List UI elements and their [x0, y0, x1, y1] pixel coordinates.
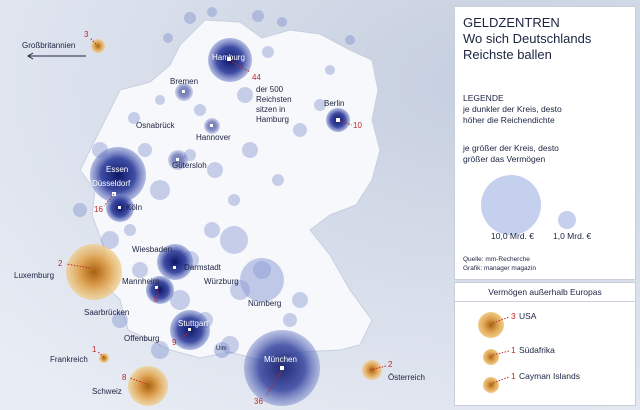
- frankreich-bubble: [99, 353, 109, 363]
- count-muenchen: 36: [254, 397, 263, 406]
- oesterreich-bubble: [362, 360, 382, 380]
- hamburg-note-2: Reichsten: [256, 95, 292, 104]
- city-osnabrueck: Osnabrück: [136, 121, 176, 130]
- abroad-heading: Vermögen außerhalb Europas: [455, 283, 635, 302]
- abroad-count-usa: 3: [511, 311, 516, 321]
- arrow-left-icon: [27, 52, 86, 60]
- city-wuerzburg: Würzburg: [204, 277, 239, 286]
- abroad-bubbles: [478, 312, 510, 393]
- city-darmstadt: Darmstadt: [184, 263, 222, 272]
- city-nuernberg: Nürnberg: [248, 299, 281, 308]
- hamburg-note-1: der 500: [256, 85, 284, 94]
- city-essen: Essen: [106, 165, 128, 174]
- foreign-schweiz: Schweiz: [92, 387, 122, 396]
- count-hamburg: 44: [252, 73, 261, 82]
- luxemburg-bubble: [66, 244, 122, 300]
- abroad-count-suedafrika: 1: [511, 345, 516, 355]
- count-schweiz: 8: [122, 373, 127, 382]
- foreign-oesterreich: Österreich: [388, 373, 425, 382]
- legend-density-2: höher die Reichendichte: [463, 115, 555, 125]
- legend-big-label: 10,0 Mrd. €: [491, 231, 534, 241]
- foreign-uk: Großbritannien: [22, 41, 75, 50]
- legend-size-1: je größer der Kreis, desto: [463, 143, 559, 153]
- legend-panel: GELDZENTREN Wo sich Deutschlands Reichst…: [454, 6, 636, 280]
- city-duesseldorf: Düsseldorf: [92, 179, 131, 188]
- frankfurt-bubble: [157, 244, 193, 280]
- city-wiesbaden: Wiesbaden: [132, 245, 172, 254]
- abroad-name-usa: USA: [519, 311, 537, 321]
- title-line-1: GELDZENTREN: [463, 15, 560, 30]
- city-hannover: Hannover: [196, 133, 231, 142]
- foreign-luxemburg: Luxemburg: [14, 271, 54, 280]
- count-luxemburg: 2: [58, 259, 63, 268]
- legend-graphic: Grafik: manager magazin: [463, 265, 536, 272]
- hamburg-note-3: sitzen in: [256, 105, 285, 114]
- city-stuttgart: Stuttgart: [178, 319, 209, 328]
- legend-size-2: größer das Vermögen: [463, 154, 546, 164]
- abroad-panel: Vermögen außerhalb Europas 3 USA 1 Südaf…: [454, 282, 636, 406]
- city-mannheim: Mannheim: [122, 277, 160, 286]
- count-mannheim: 8: [154, 295, 159, 304]
- uk-bubble: [91, 39, 105, 53]
- city-offenburg: Offenburg: [124, 334, 159, 343]
- count-stuttgart: 9: [172, 338, 177, 347]
- legend-density-1: je dunkler der Kreis, desto: [463, 104, 562, 114]
- nuernberg-bubble: [240, 258, 284, 302]
- legend-heading: LEGENDE: [463, 93, 504, 103]
- city-muenchen: München: [264, 355, 297, 364]
- mannheim-bubble: [146, 276, 174, 304]
- abroad-name-suedafrika: Südafrika: [519, 345, 555, 355]
- abroad-name-cayman: Cayman Islands: [519, 371, 580, 381]
- schweiz-bubble: [128, 366, 168, 406]
- count-oesterreich: 2: [388, 360, 393, 369]
- count-duesseldorf: 16: [94, 205, 103, 214]
- legend-source: Quelle: mm-Recherche: [463, 256, 530, 263]
- essen-bubble: [90, 147, 146, 203]
- foreign-frankreich: Frankreich: [50, 355, 88, 364]
- city-saarbruecken: Saarbrücken: [84, 308, 129, 317]
- title-line-3: Reichste ballen: [463, 47, 552, 62]
- count-frankreich: 1: [92, 345, 97, 354]
- city-berlin: Berlin: [324, 99, 344, 108]
- city-ulm: Ulm: [216, 346, 227, 352]
- abroad-count-cayman: 1: [511, 371, 516, 381]
- legend-circles: [481, 175, 576, 235]
- legend-small-label: 1,0 Mrd. €: [553, 231, 592, 241]
- title-line-2: Wo sich Deutschlands: [463, 31, 592, 46]
- count-uk: 3: [84, 30, 89, 39]
- city-hamburg: Hamburg: [212, 53, 245, 62]
- city-bremen: Bremen: [170, 77, 198, 86]
- hamburg-note-4: Hamburg: [256, 115, 289, 124]
- city-koeln: Köln: [126, 203, 142, 212]
- ulm-bubble: [214, 342, 230, 358]
- count-berlin: 10: [353, 121, 362, 130]
- city-guetersloh: Gütersloh: [172, 161, 207, 170]
